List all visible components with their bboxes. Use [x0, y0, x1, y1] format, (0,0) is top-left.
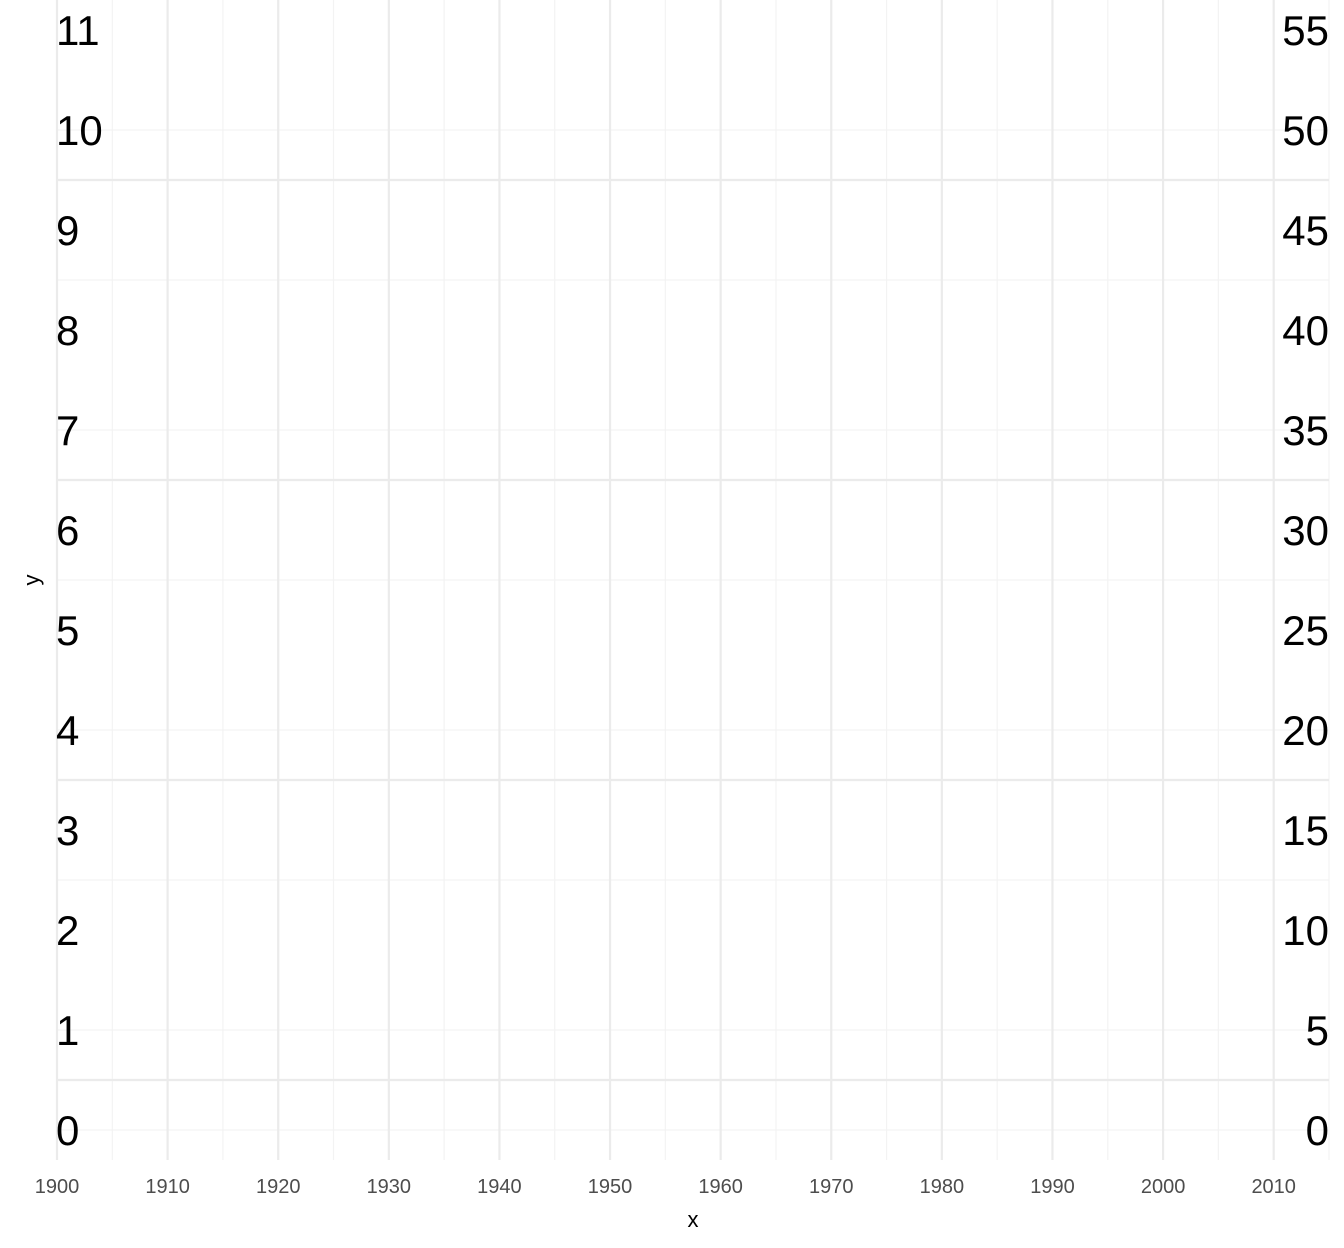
right-value-label: 50	[1282, 107, 1329, 154]
left-value-label: 8	[56, 307, 79, 354]
x-axis-ticks: 1900 1910 1920 1930 1940 1950 1960 1970 1980 1990…	[35, 1176, 1296, 1198]
right-value-label: 0	[1306, 1107, 1329, 1154]
right-value-label: 25	[1282, 607, 1329, 654]
right-value-label: 20	[1282, 707, 1329, 754]
right-value-label: 55	[1282, 7, 1329, 54]
x-tick-label: 2010	[1251, 1176, 1296, 1198]
right-value-label: 30	[1282, 507, 1329, 554]
left-value-label: 4	[56, 707, 79, 754]
x-tick-label: 1990	[1030, 1176, 1075, 1198]
left-value-labels: 0 1 2 3 4 5 6 7 8 9 10 11	[56, 7, 103, 1154]
left-value-label: 5	[56, 607, 79, 654]
x-tick-label: 1920	[256, 1176, 301, 1198]
right-value-label: 15	[1282, 807, 1329, 854]
left-value-label: 6	[56, 507, 79, 554]
y-axis-label: y	[19, 575, 44, 586]
right-value-label: 5	[1306, 1007, 1329, 1054]
left-value-label: 10	[56, 107, 103, 154]
right-value-label: 10	[1282, 907, 1329, 954]
minor-gridlines	[57, 0, 1330, 1160]
left-value-label: 0	[56, 1107, 79, 1154]
right-value-label: 35	[1282, 407, 1329, 454]
left-value-label: 9	[56, 207, 79, 254]
x-tick-label: 1910	[145, 1176, 190, 1198]
x-tick-label: 1960	[698, 1176, 743, 1198]
x-tick-label: 2000	[1141, 1176, 1186, 1198]
x-tick-label: 1940	[477, 1176, 522, 1198]
x-tick-label: 1950	[588, 1176, 633, 1198]
x-tick-label: 1900	[35, 1176, 80, 1198]
x-tick-label: 1930	[367, 1176, 412, 1198]
x-axis-label: x	[688, 1207, 699, 1232]
left-value-label: 2	[56, 907, 79, 954]
left-value-label: 1	[56, 1007, 79, 1054]
left-value-label: 7	[56, 407, 79, 454]
major-gridlines	[55, 0, 1329, 1160]
left-value-label: 11	[56, 7, 100, 54]
x-tick-label: 1970	[809, 1176, 854, 1198]
right-value-labels: 0 5 10 15 20 25 30 35 40 45 50 55	[1282, 7, 1329, 1154]
right-value-label: 40	[1282, 307, 1329, 354]
left-value-label: 3	[56, 807, 79, 854]
x-tick-label: 1980	[920, 1176, 965, 1198]
right-value-label: 45	[1282, 207, 1329, 254]
